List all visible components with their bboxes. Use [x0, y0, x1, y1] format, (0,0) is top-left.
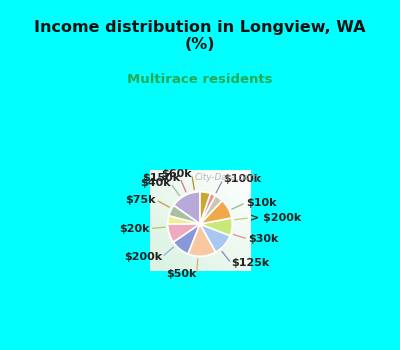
Wedge shape	[188, 224, 216, 256]
Text: Multirace residents: Multirace residents	[127, 73, 273, 86]
Wedge shape	[200, 192, 210, 224]
Wedge shape	[200, 194, 215, 224]
Text: Income distribution in Longview, WA
(%): Income distribution in Longview, WA (%)	[34, 20, 366, 52]
Text: City-Data.com: City-Data.com	[194, 173, 258, 182]
Text: $20k: $20k	[119, 224, 150, 233]
Wedge shape	[173, 224, 200, 254]
Text: $40k: $40k	[140, 178, 170, 188]
Text: $100k: $100k	[223, 174, 261, 184]
Wedge shape	[200, 224, 230, 252]
Text: > $200k: > $200k	[250, 213, 301, 223]
Text: $10k: $10k	[246, 198, 276, 208]
Wedge shape	[168, 224, 200, 242]
Text: $60k: $60k	[161, 169, 192, 179]
Wedge shape	[200, 196, 222, 224]
Wedge shape	[168, 216, 200, 224]
Text: $50k: $50k	[166, 269, 197, 279]
Text: $125k: $125k	[232, 258, 270, 268]
Text: $30k: $30k	[248, 234, 278, 244]
Wedge shape	[200, 201, 232, 224]
Text: $200k: $200k	[124, 252, 162, 262]
Wedge shape	[174, 192, 200, 224]
Text: $150k: $150k	[142, 173, 180, 183]
Wedge shape	[169, 205, 200, 224]
Text: $75k: $75k	[125, 195, 156, 205]
Wedge shape	[200, 218, 232, 236]
